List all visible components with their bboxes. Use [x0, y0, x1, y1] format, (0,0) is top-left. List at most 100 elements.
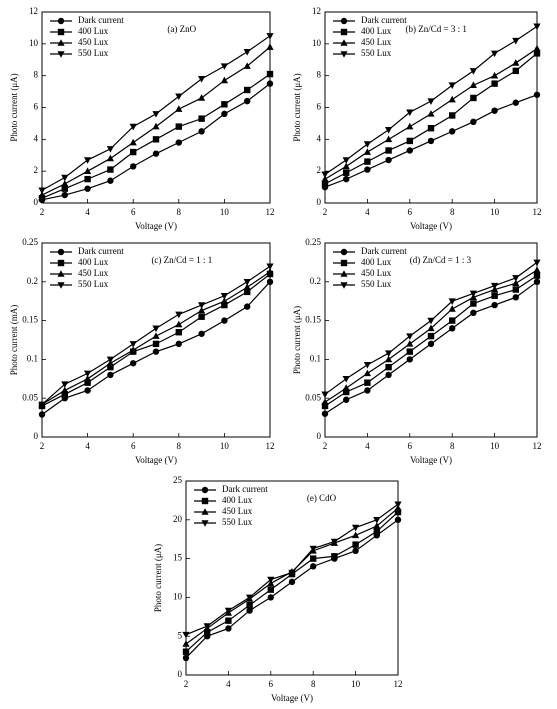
x-tick-label: 12: [394, 679, 403, 689]
marker: [469, 81, 477, 89]
marker: [533, 44, 541, 52]
marker: [373, 517, 381, 524]
legend-label: 550 Lux: [222, 517, 253, 527]
legend-label: Dark current: [78, 15, 124, 25]
marker: [470, 94, 477, 102]
legend-label: 400 Lux: [78, 26, 109, 36]
marker: [152, 111, 160, 118]
x-tick-label: 6: [408, 441, 413, 451]
marker: [310, 563, 317, 570]
y-tick-label: 20: [173, 514, 183, 524]
marker: [512, 37, 520, 45]
marker: [38, 401, 46, 409]
y-tick-label: 12: [312, 6, 321, 16]
marker: [363, 369, 371, 377]
legend-label: Dark current: [361, 15, 407, 25]
marker: [342, 384, 350, 391]
x-tick-label: 8: [311, 679, 316, 689]
marker: [533, 272, 541, 279]
marker: [38, 411, 46, 418]
legend-marker: [57, 17, 65, 25]
marker: [449, 317, 456, 324]
marker: [84, 185, 91, 192]
marker: [198, 306, 206, 314]
marker: [266, 278, 274, 285]
y-tick-label: 0.15: [305, 315, 321, 325]
y-tick-label: 0: [178, 669, 183, 679]
legend-label: 550 Lux: [78, 48, 109, 58]
marker: [243, 283, 251, 291]
series-line: [324, 281, 538, 415]
legend-marker: [57, 28, 65, 36]
marker: [61, 180, 69, 187]
marker: [352, 524, 360, 532]
marker: [129, 346, 137, 353]
marker: [406, 109, 414, 117]
x-tick-label: 4: [365, 441, 370, 451]
y-tick-label: 2: [317, 165, 322, 175]
legend-label: 400 Lux: [361, 26, 392, 36]
marker: [267, 576, 275, 584]
y-axis-label: Photo current (μA): [292, 306, 302, 374]
marker: [198, 330, 205, 337]
y-tick-label: 6: [317, 102, 322, 112]
marker: [220, 63, 228, 70]
legend-marker: [201, 520, 209, 527]
annotation: (c) Zn/Cd = 1 : 1: [151, 255, 212, 265]
legend-label: 550 Lux: [361, 279, 392, 289]
marker: [448, 305, 456, 312]
marker: [406, 333, 414, 340]
marker: [107, 371, 114, 379]
marker: [106, 356, 114, 364]
marker: [61, 381, 69, 389]
legend-marker: [201, 508, 209, 515]
marker: [224, 607, 232, 615]
y-tick-label: 10: [29, 38, 39, 48]
marker: [352, 547, 359, 555]
y-tick-label: 25: [173, 475, 183, 485]
x-tick-label: 10: [351, 679, 361, 689]
panel: 2 4 6 8 10 12 0 0.05 0.1 0.15 0.2 0.25 Voltage (V) Ph…: [9, 237, 274, 465]
marker: [352, 541, 359, 548]
marker: [373, 528, 380, 535]
marker: [244, 97, 251, 105]
marker: [129, 341, 137, 348]
marker: [406, 147, 413, 154]
y-tick-label: 12: [29, 6, 38, 16]
marker: [343, 396, 350, 403]
marker: [107, 177, 114, 184]
legend-marker: [57, 259, 65, 267]
marker: [84, 379, 91, 386]
marker: [266, 267, 274, 275]
y-tick-label: 0.15: [22, 315, 38, 325]
marker: [491, 282, 499, 290]
marker: [512, 279, 520, 287]
marker: [364, 387, 371, 394]
marker: [470, 118, 477, 126]
y-tick-label: 10: [312, 38, 322, 48]
marker: [449, 128, 456, 135]
marker: [385, 350, 393, 357]
marker: [175, 105, 183, 112]
legend-marker: [201, 497, 209, 505]
marker: [175, 311, 183, 319]
marker: [243, 62, 251, 69]
marker: [84, 370, 92, 378]
marker: [470, 309, 477, 317]
x-axis-label: Voltage (V): [135, 221, 177, 231]
marker: [84, 375, 92, 382]
marker: [343, 388, 350, 396]
marker: [61, 174, 69, 182]
marker: [363, 141, 371, 148]
marker: [310, 555, 317, 562]
marker: [385, 126, 393, 134]
marker: [84, 157, 92, 164]
marker: [449, 112, 456, 119]
x-tick-label: 2: [323, 207, 328, 217]
marker: [352, 531, 360, 539]
y-axis-label: Photo current (μA): [9, 73, 19, 141]
marker: [491, 301, 498, 309]
y-tick-label: 0.1: [27, 353, 38, 363]
marker: [266, 80, 274, 87]
